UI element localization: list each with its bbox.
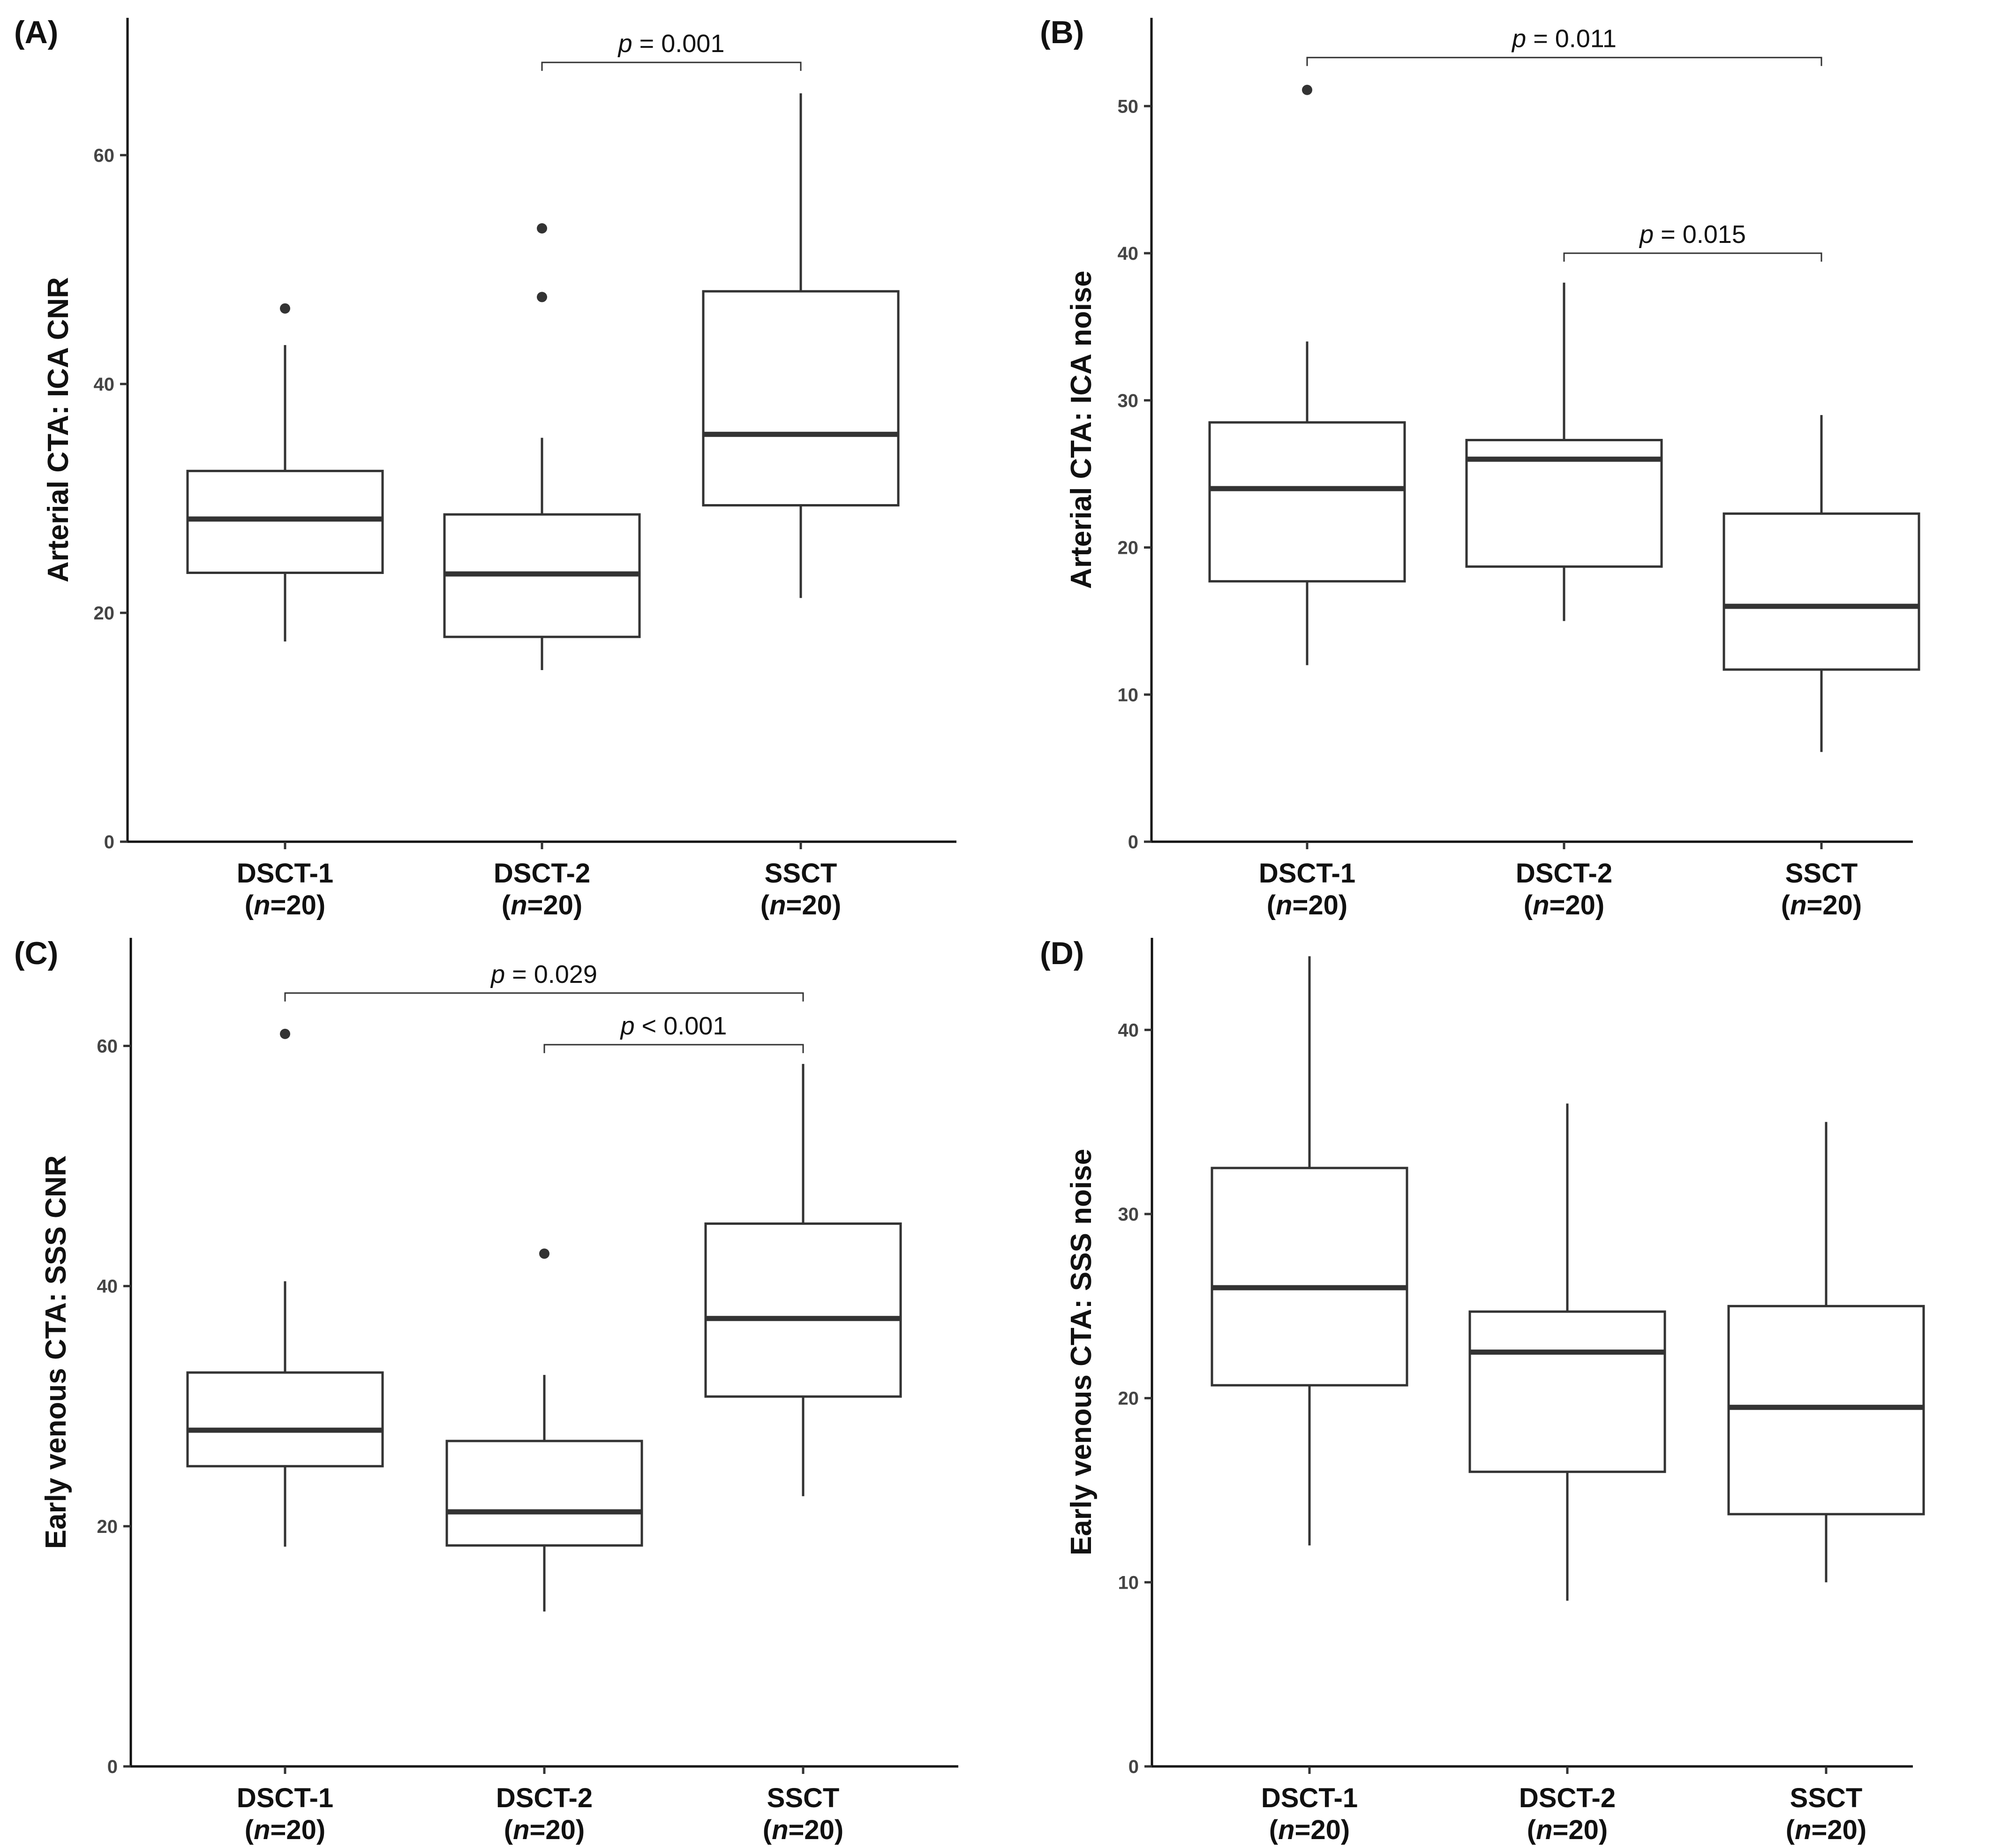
x-category-label: SSCT (1785, 858, 1858, 889)
iqr-box (1727, 1305, 1925, 1516)
outlier-point (537, 223, 547, 234)
y-tick-label: 10 (1118, 1572, 1139, 1593)
y-tick-label: 40 (1118, 243, 1139, 264)
box-dsct-2: DSCT-2(n=20) (1468, 1103, 1666, 1845)
box-dsct-2: DSCT-2(n=20) (443, 223, 641, 920)
outlier-point (537, 292, 547, 302)
y-tick-label: 0 (1128, 832, 1138, 852)
y-tick-label: 10 (1118, 685, 1139, 705)
box-dsct-1: DSCT-1(n=20) (1211, 956, 1408, 1845)
significance-bracket: p = 0.029 (284, 960, 804, 1002)
significance-bracket: p < 0.001 (543, 1012, 804, 1053)
y-tick-label: 60 (94, 145, 115, 166)
y-tick-label: 0 (1128, 1757, 1139, 1777)
p-value-label: p = 0.015 (1639, 220, 1746, 249)
outlier-point (280, 1028, 290, 1039)
p-value-label: p = 0.011 (1511, 25, 1617, 53)
x-category-n-label: (n=20) (1781, 890, 1862, 920)
y-tick-label: 50 (1118, 96, 1139, 117)
y-axis-label: Arterial CTA: ICA CNR (42, 277, 75, 582)
box-ssct: SSCT(n=20) (702, 93, 900, 920)
y-axis-label: Arterial CTA: ICA noise (1065, 271, 1098, 589)
x-category-label: DSCT-2 (1519, 1783, 1616, 1813)
bracket-line (541, 61, 802, 71)
y-tick-label: 0 (104, 832, 114, 852)
p-value-label: p = 0.029 (490, 960, 597, 988)
x-category-n-label: (n=20) (504, 1815, 585, 1845)
bracket-line (1563, 252, 1822, 262)
iqr-box (1468, 1310, 1666, 1473)
iqr-box (1211, 1167, 1408, 1387)
panel-a: (A)Arterial CTA: ICA CNR0204060DSCT-1(n=… (14, 15, 956, 920)
significance-bracket: p = 0.001 (541, 30, 802, 71)
iqr-box (1208, 421, 1406, 583)
y-tick-label: 40 (1118, 1020, 1139, 1041)
y-tick-label: 20 (97, 1516, 118, 1537)
box-dsct-1: DSCT-1(n=20) (186, 303, 384, 920)
panel-c: (C) Early venous CTA: SSS CNR 0 20 40 60 DSCT-… (14, 935, 958, 1845)
x-category-n-label: (n=20) (1267, 890, 1347, 920)
x-category-label: DSCT-1 (237, 858, 333, 889)
x-category-label: DSCT-2 (1516, 858, 1612, 889)
bracket-line (1306, 57, 1822, 66)
iqr-box (186, 1371, 384, 1468)
y-tick-label: 20 (1118, 538, 1139, 558)
x-category-n-label: (n=20) (1524, 890, 1604, 920)
bracket-line (543, 1044, 804, 1053)
y-tick-label: 60 (97, 1036, 118, 1056)
x-category-n-label: (n=20) (760, 890, 841, 920)
iqr-box (1723, 512, 1920, 671)
box-dsct-2: DSCT-2(n=20) (445, 1248, 643, 1845)
panel-label: (B) (1040, 15, 1084, 50)
y-axis-label: Early venous CTA: SSS CNR (40, 1155, 72, 1549)
p-value-label: p = 0.001 (617, 30, 725, 58)
x-category-label: SSCT (1790, 1783, 1863, 1813)
bracket-line (284, 992, 804, 1002)
x-category-n-label: (n=20) (1527, 1815, 1608, 1845)
x-category-n-label: (n=20) (502, 890, 582, 920)
iqr-box (702, 290, 900, 507)
panel-b: (B) Arterial CTA: ICA noise 0 10 20 30 40 50 DSC… (1040, 15, 1920, 920)
iqr-box (186, 469, 384, 574)
x-category-n-label: (n=20) (1269, 1815, 1350, 1845)
box-dsct-1: DSCT-1(n=20) (1208, 84, 1406, 920)
box-ssct: SSCT(n=20) (704, 1064, 902, 1845)
p-value-label: p < 0.001 (620, 1012, 727, 1040)
x-category-label: DSCT-1 (237, 1783, 333, 1813)
x-category-n-label: (n=20) (245, 890, 325, 920)
box-dsct-2: DSCT-2(n=20) (1465, 282, 1663, 920)
significance-bracket: p = 0.015 (1563, 220, 1822, 262)
iqr-box (704, 1222, 902, 1398)
significance-bracket: p = 0.011 (1306, 25, 1822, 66)
outlier-point (280, 303, 290, 314)
box-ssct: SSCT(n=20) (1727, 1122, 1925, 1845)
x-category-label: DSCT-2 (496, 1783, 593, 1813)
y-tick-label: 20 (1118, 1388, 1139, 1409)
x-category-label: DSCT-2 (494, 858, 590, 889)
y-tick-label: 20 (94, 603, 115, 624)
iqr-box (445, 1440, 643, 1547)
x-category-label: DSCT-1 (1261, 1783, 1358, 1813)
panel-d: (D) Early venous CTA: SSS noise 0 10 20 30 40 D… (1040, 935, 1925, 1845)
box-dsct-1: DSCT-1(n=20) (186, 1028, 384, 1845)
panel-label: (A) (14, 15, 58, 50)
y-tick-label: 30 (1118, 391, 1139, 411)
x-category-label: DSCT-1 (1259, 858, 1355, 889)
panel-label: (C) (14, 935, 58, 971)
x-category-n-label: (n=20) (245, 1815, 325, 1845)
x-category-label: SSCT (765, 858, 837, 889)
panel-label: (D) (1040, 935, 1084, 971)
y-tick-label: 40 (97, 1276, 118, 1297)
y-tick-label: 40 (94, 374, 115, 395)
y-axis-label: Early venous CTA: SSS noise (1065, 1149, 1098, 1555)
x-category-label: SSCT (767, 1783, 840, 1813)
y-tick-label: 0 (107, 1757, 118, 1777)
outlier-point (1302, 84, 1312, 95)
outlier-point (539, 1248, 549, 1259)
x-category-n-label: (n=20) (763, 1815, 843, 1845)
box-ssct: SSCT(n=20) (1723, 415, 1920, 920)
y-tick-label: 30 (1118, 1204, 1139, 1225)
x-category-n-label: (n=20) (1786, 1815, 1866, 1845)
